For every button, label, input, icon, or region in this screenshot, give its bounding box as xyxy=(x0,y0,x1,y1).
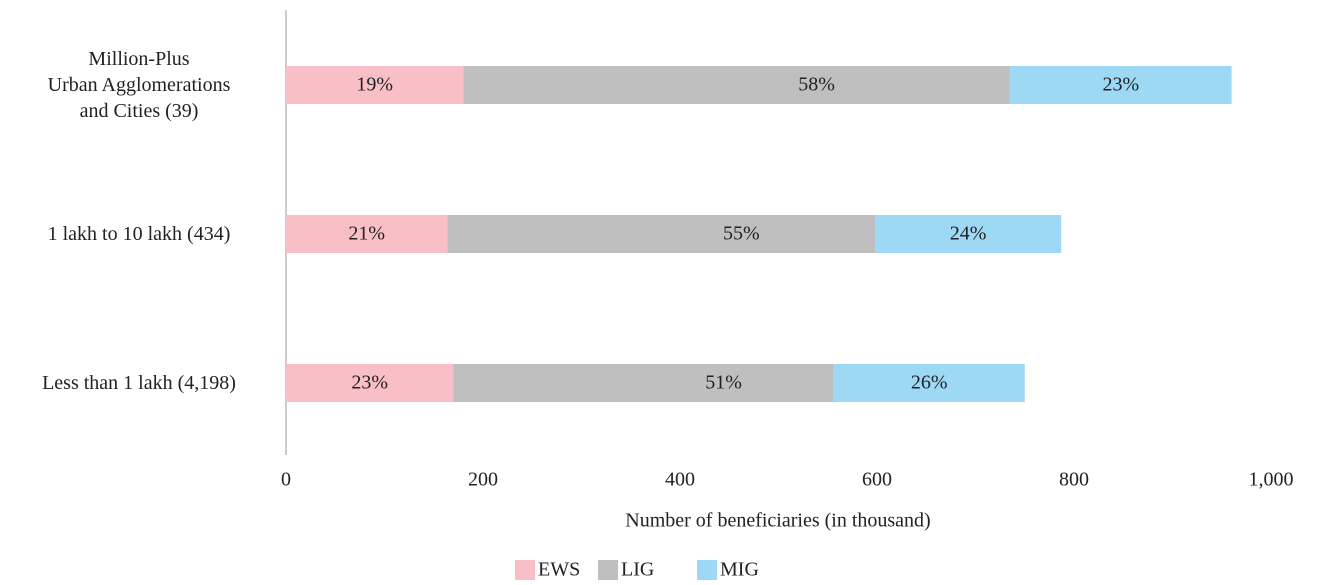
data-label: 21% xyxy=(348,223,385,245)
data-label: 55% xyxy=(723,223,760,245)
legend-label: MIG xyxy=(720,559,759,581)
bar-segment xyxy=(286,364,454,402)
data-label: 51% xyxy=(705,372,742,394)
legend-swatch xyxy=(598,560,618,580)
bar-segment xyxy=(286,66,464,104)
bar-segment xyxy=(463,66,1010,104)
x-tick-label: 400 xyxy=(665,469,695,491)
bar-segment xyxy=(833,364,1025,402)
category-label: Less than 1 lakh (4,198) xyxy=(42,372,236,394)
bar-segment xyxy=(1009,66,1232,104)
data-label: 26% xyxy=(911,372,948,394)
x-tick-label: 1,000 xyxy=(1249,469,1294,491)
legend-label: LIG xyxy=(621,559,654,581)
category-label: Million-Plus Urban Agglomerations and Ci… xyxy=(47,48,231,122)
category-label: 1 lakh to 10 lakh (434) xyxy=(47,223,231,245)
x-tick-label: 0 xyxy=(281,469,291,491)
data-label: 24% xyxy=(950,223,987,245)
data-label: 23% xyxy=(1102,74,1139,96)
bar-segment xyxy=(453,364,834,402)
bar-segment xyxy=(447,215,876,253)
x-tick-label: 200 xyxy=(468,469,498,491)
x-tick-label: 600 xyxy=(862,469,892,491)
data-label: 23% xyxy=(351,372,388,394)
legend-label: EWS xyxy=(538,559,580,581)
data-label: 58% xyxy=(798,74,835,96)
x-tick-label: 800 xyxy=(1059,469,1089,491)
legend-swatch xyxy=(515,560,535,580)
legend-swatch xyxy=(697,560,717,580)
bar-segment xyxy=(875,215,1062,253)
bar-segment xyxy=(286,215,448,253)
x-axis-title: Number of beneficiaries (in thousand) xyxy=(625,510,930,532)
data-label: 19% xyxy=(356,74,393,96)
